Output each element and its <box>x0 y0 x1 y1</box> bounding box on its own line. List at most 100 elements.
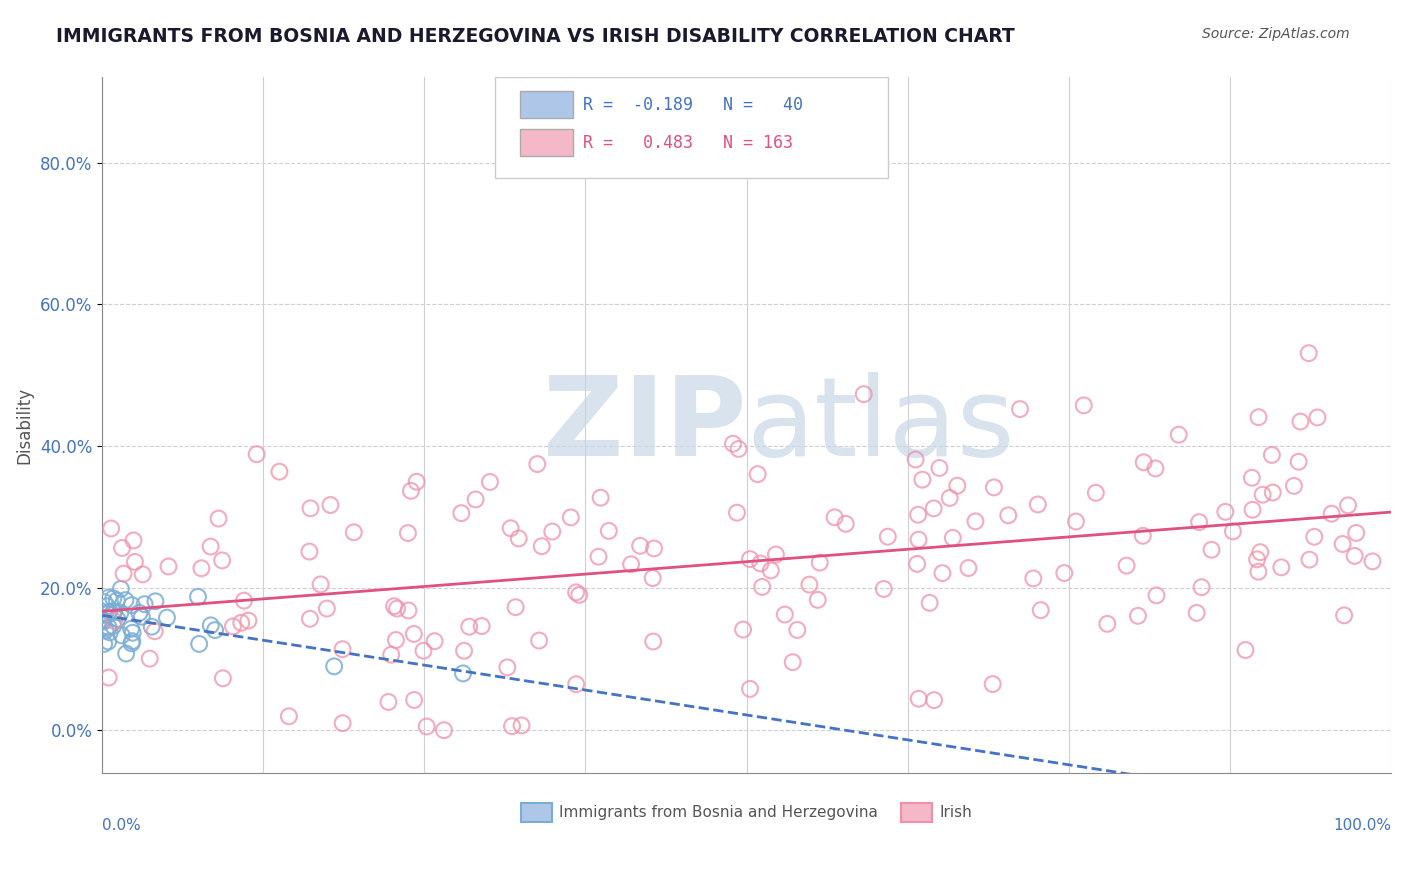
Text: R =  -0.189   N =   40: R = -0.189 N = 40 <box>583 95 803 113</box>
Point <box>852 387 875 401</box>
Point <box>1333 608 1355 623</box>
Point <box>450 506 472 520</box>
Point <box>131 567 153 582</box>
Point <box>309 577 332 591</box>
Point <box>565 677 588 691</box>
Point <box>922 693 945 707</box>
Point <box>505 600 527 615</box>
Point <box>1188 515 1211 529</box>
Point <box>471 619 494 633</box>
Point <box>97 671 120 685</box>
Point <box>124 555 146 569</box>
Point <box>747 467 769 482</box>
Point <box>1185 606 1208 620</box>
Point <box>942 531 965 545</box>
Point <box>1097 616 1119 631</box>
Point <box>111 628 134 642</box>
Point <box>246 447 269 461</box>
Point <box>1222 524 1244 539</box>
Text: atlas: atlas <box>747 372 1015 479</box>
Point <box>1261 485 1284 500</box>
Point <box>1234 643 1257 657</box>
Point <box>433 723 456 738</box>
Point <box>1282 479 1305 493</box>
Point <box>1303 530 1326 544</box>
Point <box>105 593 128 607</box>
Point <box>876 530 898 544</box>
Point <box>412 643 434 657</box>
Point <box>1247 410 1270 425</box>
Point <box>1298 552 1320 566</box>
Point <box>138 651 160 665</box>
Point <box>451 666 474 681</box>
Text: 100.0%: 100.0% <box>1333 818 1391 833</box>
Point <box>103 619 125 633</box>
Point <box>1298 346 1320 360</box>
Point <box>399 483 422 498</box>
Point <box>1008 402 1031 417</box>
Text: 0.0%: 0.0% <box>103 818 141 833</box>
Point <box>1240 471 1263 485</box>
Point <box>121 634 143 648</box>
Point <box>751 580 773 594</box>
Point <box>121 636 143 650</box>
Point <box>1146 588 1168 602</box>
Point <box>377 695 399 709</box>
Point <box>121 625 143 640</box>
Point <box>207 511 229 525</box>
Point <box>299 501 322 516</box>
Point <box>188 637 211 651</box>
Point <box>382 599 405 614</box>
Point <box>501 719 523 733</box>
Point <box>111 541 134 555</box>
Point <box>907 691 929 706</box>
Point <box>1132 455 1154 469</box>
Point <box>1191 580 1213 594</box>
Point <box>156 610 179 624</box>
Point <box>765 548 787 562</box>
Point <box>380 648 402 662</box>
Point <box>141 620 163 634</box>
Point <box>396 603 419 617</box>
Point <box>905 557 928 571</box>
FancyBboxPatch shape <box>520 128 572 156</box>
Point <box>1084 485 1107 500</box>
Point <box>911 473 934 487</box>
Point <box>907 533 929 547</box>
Point <box>946 478 969 492</box>
Point <box>402 627 425 641</box>
Point <box>983 480 1005 494</box>
Point <box>385 633 408 648</box>
Legend: Immigrants from Bosnia and Herzegovina, Irish: Immigrants from Bosnia and Herzegovina, … <box>515 797 979 828</box>
Point <box>1251 488 1274 502</box>
Point <box>928 461 950 475</box>
Point <box>200 618 222 632</box>
Text: IMMIGRANTS FROM BOSNIA AND HERZEGOVINA VS IRISH DISABILITY CORRELATION CHART: IMMIGRANTS FROM BOSNIA AND HERZEGOVINA V… <box>56 27 1015 45</box>
Point <box>110 582 132 596</box>
Point <box>115 647 138 661</box>
Point <box>93 595 115 609</box>
Point <box>997 508 1019 523</box>
Point <box>981 677 1004 691</box>
Point <box>922 501 945 516</box>
Point <box>565 585 588 599</box>
Point <box>112 566 135 581</box>
Point <box>94 624 117 638</box>
Point <box>727 442 749 456</box>
Point <box>404 693 426 707</box>
Point <box>211 553 233 567</box>
Y-axis label: Disability: Disability <box>15 386 32 464</box>
Point <box>187 590 209 604</box>
Point <box>782 655 804 669</box>
Point <box>773 607 796 622</box>
Point <box>464 492 486 507</box>
Point <box>277 709 299 723</box>
Point <box>1241 503 1264 517</box>
Text: ZIP: ZIP <box>543 372 747 479</box>
Point <box>415 719 437 733</box>
Point <box>97 607 120 621</box>
Point <box>122 533 145 548</box>
FancyBboxPatch shape <box>495 78 889 178</box>
Point <box>786 623 808 637</box>
Point <box>731 623 754 637</box>
